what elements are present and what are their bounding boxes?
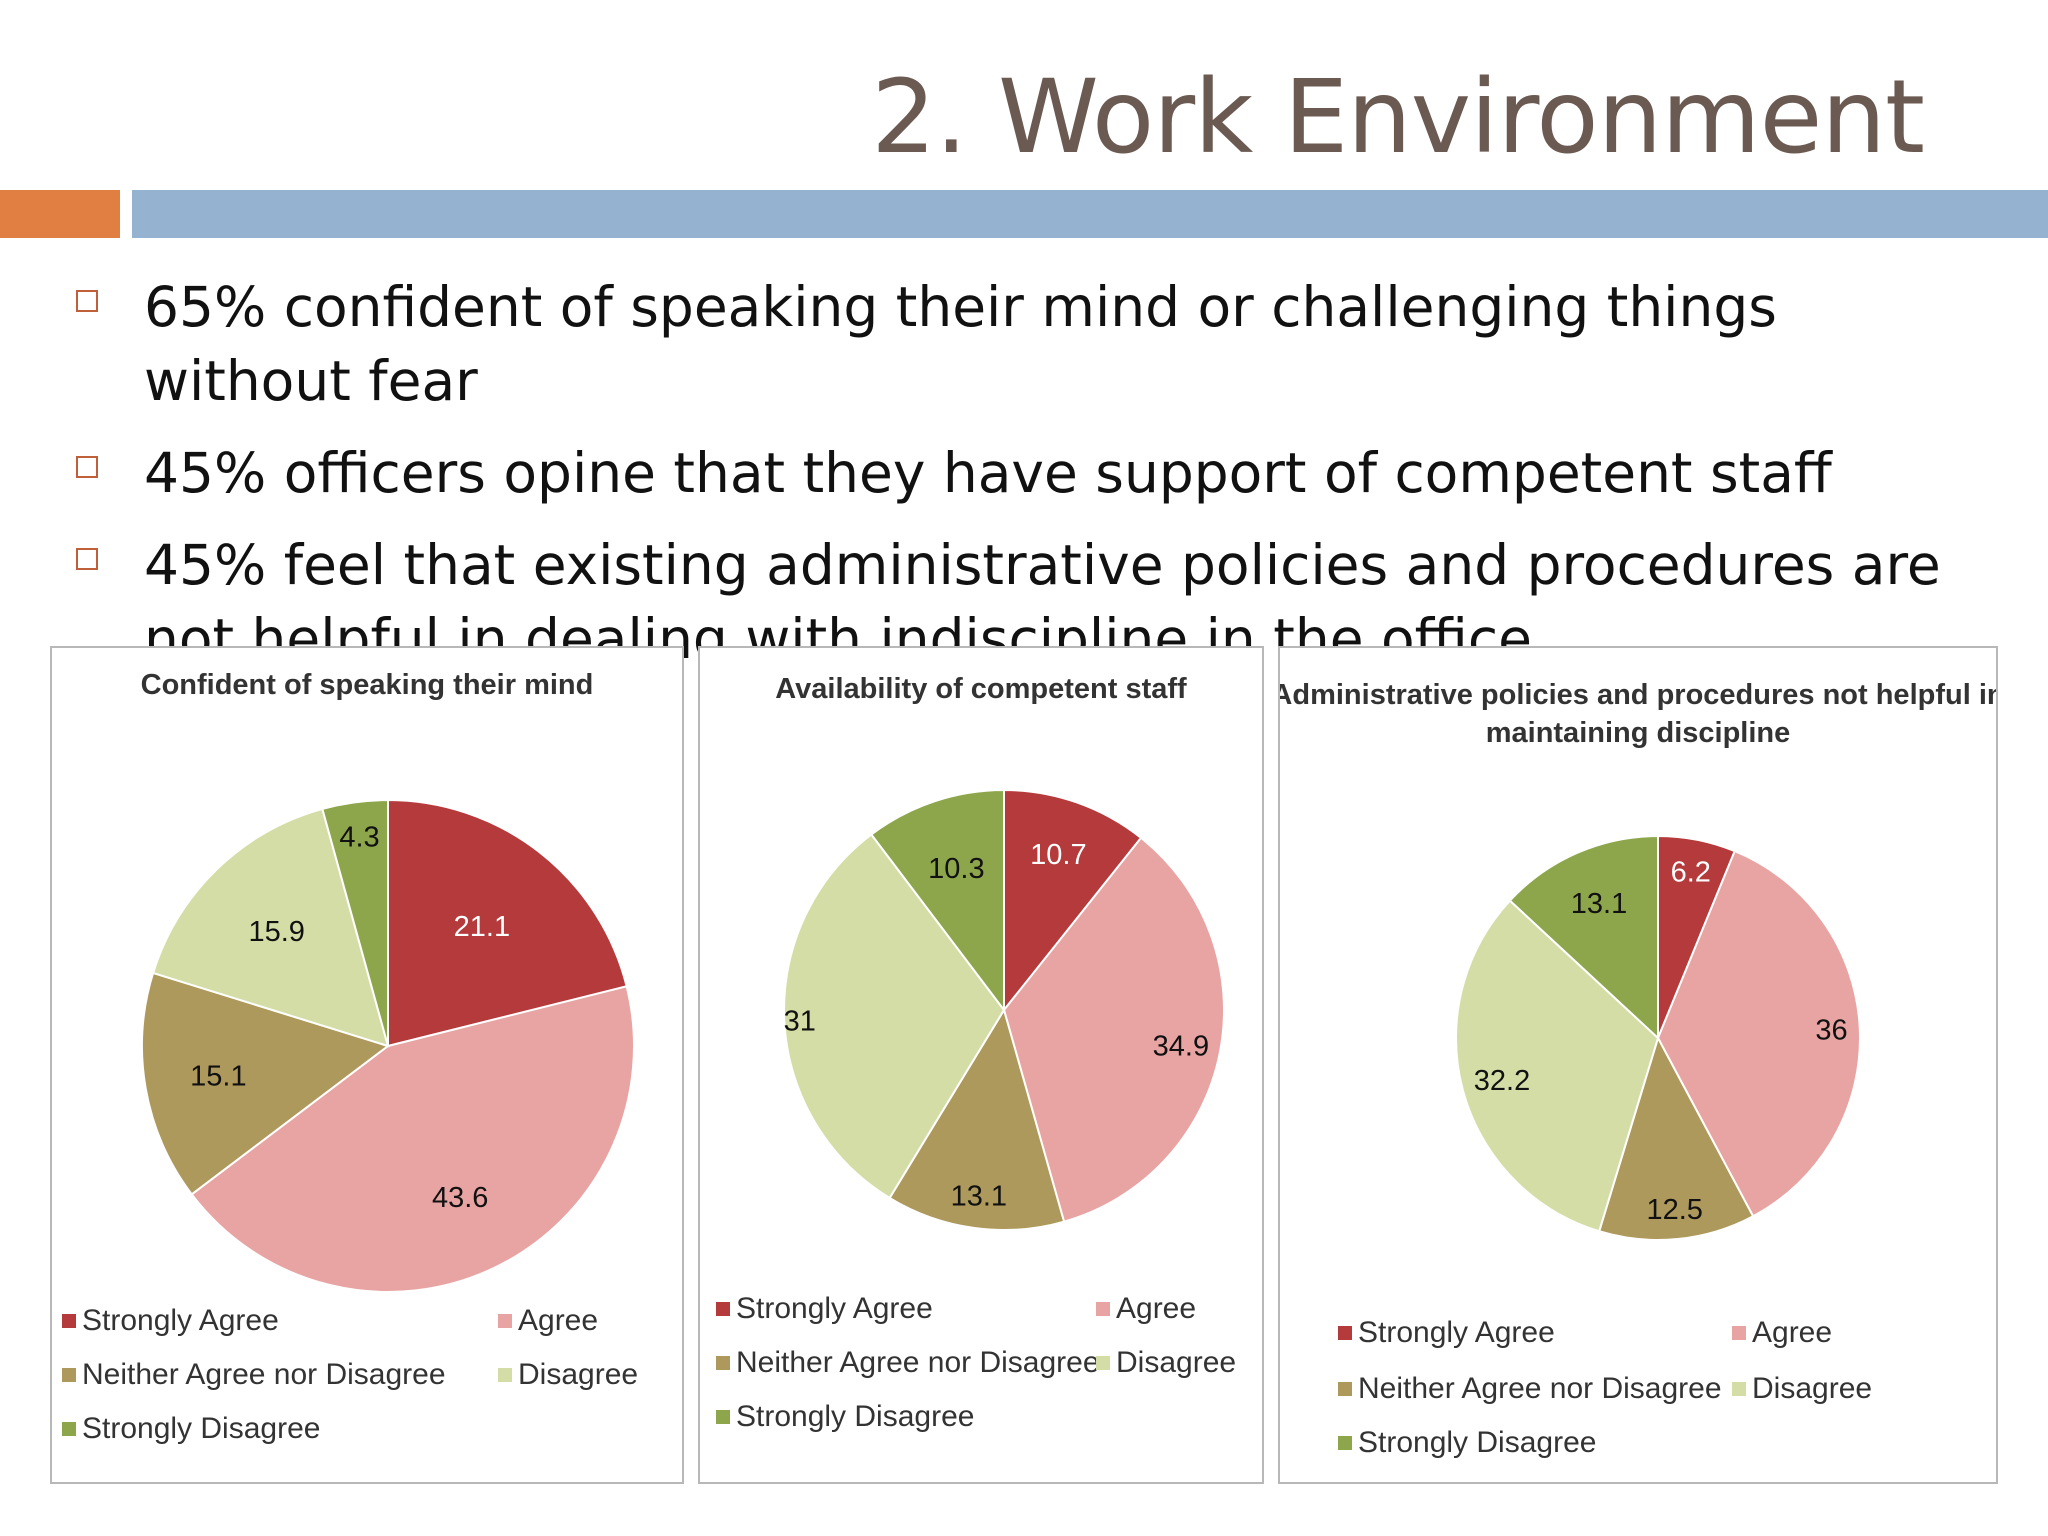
pie-slice-strongly-disagree [321, 798, 389, 1047]
legend-swatch-disagree [1732, 1382, 1746, 1396]
legend-swatch-agree [498, 1314, 512, 1328]
accent-bar-blue [132, 190, 2048, 238]
legend-swatch-neither-agree-nor-disagree [62, 1368, 76, 1382]
legend-label-disagree: Disagree [1116, 1346, 1236, 1379]
legend-label-strongly-disagree: Strongly Disagree [1358, 1426, 1596, 1459]
pie-slice-strongly-agree [1003, 788, 1143, 1013]
data-label-neither-agree-nor-disagree: 13.1 [951, 1180, 1007, 1212]
data-label-agree: 43.6 [432, 1182, 488, 1214]
legend-label-disagree: Disagree [518, 1358, 638, 1391]
pie-slice-disagree [783, 833, 1006, 1200]
legend-swatch-strongly-agree [1338, 1326, 1352, 1340]
legend-label-strongly-agree: Strongly Agree [1358, 1316, 1555, 1349]
data-label-disagree: 32.2 [1474, 1065, 1530, 1097]
data-label-disagree: 15.9 [248, 916, 304, 948]
data-label-strongly-agree: 10.7 [1030, 839, 1086, 871]
pie-slice-disagree [151, 807, 390, 1048]
legend-swatch-disagree [1096, 1356, 1110, 1370]
bullet-item: 45% officers opine that they have suppor… [72, 436, 1972, 510]
legend-label-strongly-disagree: Strongly Disagree [82, 1412, 320, 1445]
square-bullet-icon [76, 456, 98, 478]
legend-label-strongly-disagree: Strongly Disagree [736, 1400, 974, 1433]
legend-swatch-disagree [498, 1368, 512, 1382]
pie-slice-agree [1656, 849, 1861, 1218]
pie-slice-disagree [1454, 899, 1660, 1233]
pie-chart-confident: Confident of speaking their mind 21.1 43.6… [62, 669, 638, 1445]
legend-label-neither-agree-nor-disagree: Neither Agree nor Disagree [1358, 1372, 1722, 1405]
pie-slice-neither-agree-nor-disagree [141, 971, 391, 1196]
data-label-strongly-disagree: 13.1 [1571, 888, 1627, 920]
legend-label-neither-agree-nor-disagree: Neither Agree nor Disagree [736, 1346, 1100, 1379]
pie-chart-staff: Availability of competent staff 10.7 34.9 1… [716, 673, 1236, 1433]
pie-slice-neither-agree-nor-disagree [888, 1007, 1066, 1232]
chart-panel-policies: Administrative policies and procedures n… [1278, 646, 1998, 1484]
legend-label-disagree: Disagree [1752, 1372, 1872, 1405]
chart-title: Confident of speaking their mind [141, 669, 594, 701]
legend-label-agree: Agree [1116, 1292, 1196, 1325]
accent-bar-orange [0, 190, 120, 238]
pie-slice-strongly-agree [387, 798, 628, 1048]
chart-title: Administrative policies and procedures n… [1280, 679, 1996, 711]
data-label-strongly-disagree: 10.3 [928, 853, 984, 885]
legend-label-neither-agree-nor-disagree: Neither Agree nor Disagree [82, 1358, 446, 1391]
legend-swatch-neither-agree-nor-disagree [1338, 1382, 1352, 1396]
pie-slice-strongly-disagree [1508, 834, 1659, 1041]
legend-label-agree: Agree [518, 1304, 598, 1337]
legend-swatch-strongly-disagree [62, 1422, 76, 1436]
square-bullet-icon [76, 290, 98, 312]
data-label-strongly-agree: 6.2 [1671, 857, 1711, 889]
pie-slice-agree [190, 985, 635, 1293]
bullet-list: 65% confident of speaking their mind or … [72, 270, 1972, 694]
legend-swatch-agree [1732, 1326, 1746, 1340]
chart-panel-confident: Confident of speaking their mind 21.1 43.6… [50, 646, 684, 1484]
pie-slice-neither-agree-nor-disagree [1597, 1035, 1755, 1241]
data-label-strongly-agree: 21.1 [454, 911, 510, 943]
data-label-strongly-disagree: 4.3 [339, 821, 379, 853]
slide-title: 2. Work Environment [871, 58, 1925, 177]
bullet-item: 65% confident of speaking their mind or … [72, 270, 1972, 418]
legend-swatch-strongly-disagree [1338, 1436, 1352, 1450]
bullet-text: 65% confident of speaking their mind or … [144, 275, 1777, 413]
legend-label-strongly-agree: Strongly Agree [82, 1304, 279, 1337]
pie-slice-strongly-disagree [869, 788, 1005, 1013]
legend-swatch-strongly-agree [716, 1302, 730, 1316]
chart-title: maintaining discipline [1486, 717, 1791, 749]
pie-chart-policies: Administrative policies and procedures n… [1280, 679, 1996, 1459]
data-label-agree: 34.9 [1153, 1031, 1209, 1063]
chart-title: Availability of competent staff [775, 673, 1187, 705]
data-label-neither-agree-nor-disagree: 12.5 [1646, 1194, 1702, 1226]
bullet-text: 45% officers opine that they have suppor… [144, 441, 1832, 505]
legend-swatch-strongly-disagree [716, 1410, 730, 1424]
data-label-neither-agree-nor-disagree: 15.1 [190, 1061, 246, 1093]
legend-swatch-neither-agree-nor-disagree [716, 1356, 730, 1370]
data-label-disagree: 31 [784, 1005, 816, 1037]
legend-swatch-agree [1096, 1302, 1110, 1316]
data-label-agree: 36 [1815, 1014, 1847, 1046]
chart-panel-staff: Availability of competent staff 10.7 34.9 1… [698, 646, 1264, 1484]
legend-swatch-strongly-agree [62, 1314, 76, 1328]
pie-slice-agree [1002, 836, 1225, 1223]
legend-label-agree: Agree [1752, 1316, 1832, 1349]
square-bullet-icon [76, 548, 98, 570]
legend-label-strongly-agree: Strongly Agree [736, 1292, 933, 1325]
